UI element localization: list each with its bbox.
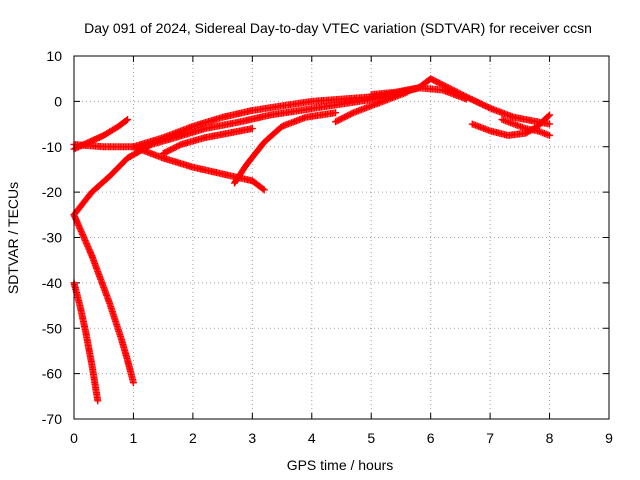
- y-tick-label: 0: [54, 93, 62, 109]
- x-tick-label: 4: [308, 430, 316, 446]
- data-points: [70, 75, 554, 405]
- y-tick-label: -70: [42, 411, 62, 427]
- data-series-2: [70, 84, 423, 151]
- x-axis-label: GPS time / hours: [287, 457, 394, 473]
- data-point-trace: [259, 185, 267, 193]
- chart-title: Day 091 of 2024, Sidereal Day-to-day VTE…: [84, 20, 592, 36]
- data-point-trace: [176, 141, 184, 149]
- y-tick-label: -20: [42, 184, 62, 200]
- x-tick-label: 3: [248, 430, 256, 446]
- x-axis-ticks: 0 1 2 3 4 5 6 7 8 9: [70, 56, 613, 446]
- data-series-10: [498, 116, 554, 139]
- data-series-4: [129, 143, 268, 194]
- data-point-trace: [544, 112, 552, 120]
- x-tick-label: 0: [70, 430, 78, 446]
- y-axis-label: SDTVAR / TECUs: [5, 182, 21, 294]
- data-series-12: [70, 279, 102, 405]
- x-tick-label: 8: [546, 430, 554, 446]
- x-tick-label: 7: [486, 430, 494, 446]
- y-tick-label: -50: [42, 320, 62, 336]
- data-point: [332, 109, 340, 117]
- data-point: [546, 120, 554, 128]
- data-point: [546, 111, 554, 119]
- x-tick-label: 1: [130, 430, 138, 446]
- data-point-trace: [485, 103, 493, 111]
- x-tick-label: 5: [367, 430, 375, 446]
- data-series-6: [159, 125, 256, 158]
- x-tick-label: 2: [189, 430, 197, 446]
- y-tick-label: -60: [42, 366, 62, 382]
- data-series-8: [367, 84, 470, 103]
- data-point-trace: [348, 109, 356, 117]
- y-tick-label: -40: [42, 275, 62, 291]
- data-point: [129, 379, 137, 387]
- x-tick-label: 6: [427, 430, 435, 446]
- data-point: [260, 186, 268, 194]
- y-tick-label: -10: [42, 139, 62, 155]
- data-series-7: [332, 88, 411, 126]
- plot-frame: [73, 55, 610, 420]
- grid: [74, 56, 609, 419]
- data-point: [546, 131, 554, 139]
- data-point: [124, 116, 131, 124]
- data-series-11: [70, 211, 137, 387]
- data-series-5: [231, 109, 340, 187]
- y-tick-label: -30: [42, 230, 62, 246]
- y-tick-label: 10: [46, 48, 62, 64]
- data-point: [248, 125, 256, 133]
- data-point: [462, 95, 470, 103]
- data-point-trace: [122, 116, 130, 124]
- x-tick-label: 9: [605, 430, 613, 446]
- data-point: [94, 397, 102, 405]
